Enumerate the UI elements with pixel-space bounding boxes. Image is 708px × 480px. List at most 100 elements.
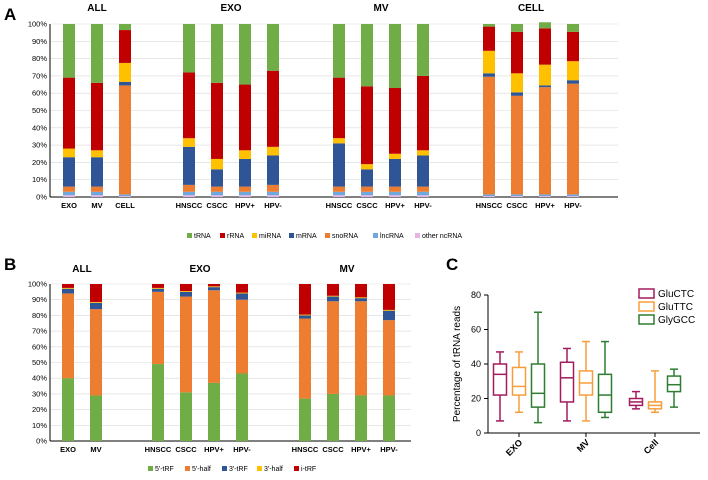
x-category-label: HNSCC [176,201,203,210]
legend-swatch [252,233,257,238]
bar-segment-mrna [567,80,579,84]
x-category-label: HNSCC [292,445,319,454]
bar-segment-mirna [183,138,195,147]
bar-segment-mirna [239,150,251,159]
bar-segment-3-trf [62,288,74,294]
bar-segment-rrna [361,86,373,165]
bar-segment-lncrna [361,191,373,196]
x-category-label: HPV- [564,201,582,210]
bar-segment-other-ncrna [417,195,429,197]
bar-segment-5-half [90,309,102,396]
bar-segment-5-half [355,301,367,396]
bar-segment-3-half [299,314,311,316]
bar-segment-trna [361,24,373,87]
bar-segment-mrna [333,143,345,187]
bar-segment-3-half [236,292,248,294]
bar-segment-trna [211,24,223,83]
legend-swatch [325,233,330,238]
y-tick-label: 30% [32,389,47,398]
bar-segment-3-trf [383,310,395,321]
bar-segment-other-ncrna [183,195,195,197]
legend-swatch [187,233,192,238]
bar-segment-mirna [539,64,551,86]
box-gluctc [492,363,508,396]
bar-segment-lncrna [63,191,75,196]
bar-segment-other-ncrna [483,196,495,197]
bar-segment-i-trf [152,284,164,288]
legend-label: tRNA [194,233,211,240]
bar-segment-i-trf [383,284,395,310]
legend-label: GlyGCC [658,315,695,326]
y-tick-label: 60% [32,89,47,98]
x-category-label: CSCC [175,445,197,454]
bar-segment-mirna [91,150,103,158]
bar-segment-3-half [152,287,164,289]
y-tick-label: 60% [32,342,47,351]
bar-segment-snorna [119,85,131,195]
bar-segment-trna [239,24,251,85]
bar-segment-5-trf [327,393,339,441]
legend-label: 3'-half [264,466,283,473]
x-category-label: MV [91,201,102,210]
bar-segment-trna [389,24,401,89]
y-axis-title: Percentage of tRNA reads [452,306,463,422]
bar-segment-snorna [333,186,345,192]
box-glygcc [597,373,613,414]
panel-c-box-plot: 0 20 40 60 80 Percentage of tRNA reads EXO MV Ce… [452,288,700,458]
bar-segment-5-half [299,318,311,399]
bar-segment-mrna [239,158,251,187]
box-gluttc [511,366,527,396]
x-category-label: HPV+ [535,201,555,210]
y-tick-label: 40% [32,374,47,383]
bar-segment-mirna [267,146,279,156]
bar-segment-lncrna [211,191,223,196]
x-category-label: EXO [504,437,525,458]
bar-segment-3-half [62,287,74,289]
bar-segment-rrna [417,75,429,151]
y-tick-label: 40% [32,123,47,132]
bar-segment-snorna [239,186,251,192]
bar-segment-other-ncrna [389,195,401,197]
bar-segment-5-half [208,290,220,383]
bar-segment-snorna [183,184,195,192]
bar-segment-mrna [539,85,551,88]
bar-segment-3-half [90,302,102,303]
y-tick-label: 70% [32,327,47,336]
y-tick-label: 70% [32,71,47,80]
y-tick-label: 80 [471,290,481,300]
bar-segment-mrna [511,92,523,96]
bar-segment-rrna [539,28,551,65]
x-category-label: Cell [642,437,661,456]
y-tick-label: 90% [32,295,47,304]
bar-segment-i-trf [299,284,311,315]
bar-segment-other-ncrna [119,196,131,197]
bar-segment-snorna [417,186,429,192]
bar-segment-mirna [567,61,579,81]
bar-segment-other-ncrna [511,196,523,197]
bar-segment-mirna [361,164,373,170]
bar-segment-snorna [389,186,401,192]
x-category-label: HNSCC [476,201,503,210]
bar-segment-trna [183,24,195,73]
bar-segment-other-ncrna [239,195,251,197]
x-category-label: CSCC [206,201,228,210]
x-category-label: HNSCC [326,201,353,210]
bar-segment-3-trf [355,298,367,302]
x-category-label: HPV+ [351,445,371,454]
bar-segment-3-trf [152,288,164,292]
y-tick-label: 80% [32,54,47,63]
bar-segment-3-half [383,309,395,311]
y-tick-label: 60 [471,325,481,335]
legend-swatch [222,466,227,471]
bar-segment-other-ncrna [267,195,279,197]
bar-segment-mirna [389,153,401,159]
legend-swatch [294,466,299,471]
legend-label: snoRNA [332,233,358,240]
y-tick-label: 50% [32,358,47,367]
bar-segment-rrna [389,88,401,154]
bar-segment-3-half [355,297,367,299]
y-tick-label: 30% [32,141,47,150]
bar-segment-mirna [63,148,75,158]
bar-segment-rrna [511,31,523,74]
bar-segment-rrna [567,31,579,62]
